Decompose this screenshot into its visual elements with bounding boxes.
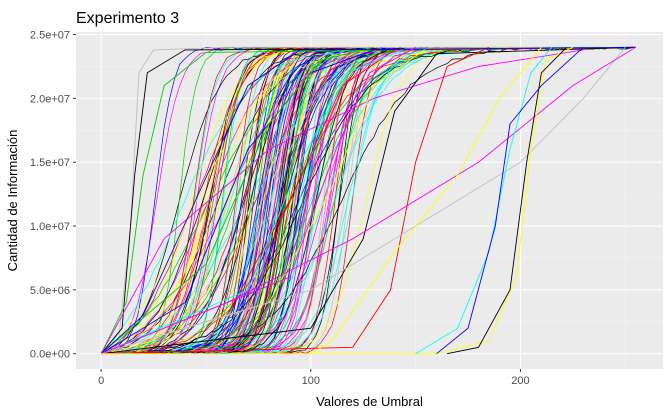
series-line: [436, 46, 584, 355]
series-line: [310, 47, 542, 355]
y-tick-label: 1.0e+07: [30, 221, 70, 233]
series-line: [100, 46, 636, 354]
series-layer: [100, 46, 636, 355]
y-axis: 0.0e+00 5.0e+06 1.0e+07 1.5e+07 2.0e+07 2.5e+…: [30, 30, 76, 361]
series-line: [101, 46, 636, 355]
series-line: [101, 47, 626, 355]
chart-title: Experimento 3: [76, 10, 179, 27]
series-line: [100, 46, 636, 355]
y-tick-label: 1.5e+07: [30, 157, 70, 169]
x-tick-label: 0: [98, 375, 104, 387]
x-tick-label: 100: [302, 375, 320, 387]
y-tick-label: 0.0e+00: [30, 349, 70, 361]
y-tick-label: 5.0e+06: [30, 285, 70, 297]
y-tick-label: 2.0e+07: [30, 93, 70, 105]
y-axis-title: Cantidad de Información: [5, 130, 20, 272]
x-axis-title: Valores de Umbral: [316, 394, 423, 409]
plot-panel: [76, 32, 663, 369]
series-line: [101, 46, 574, 355]
series-line: [101, 46, 634, 355]
series-line: [447, 46, 567, 355]
series-line: [100, 46, 636, 354]
series-line: [415, 47, 553, 355]
series-line: [100, 46, 374, 355]
y-tick-label: 2.5e+07: [30, 30, 70, 42]
x-axis: 0 100 200: [98, 369, 530, 387]
series-line: [101, 46, 636, 355]
series-line: [101, 46, 490, 355]
x-tick-label: 200: [511, 375, 529, 387]
